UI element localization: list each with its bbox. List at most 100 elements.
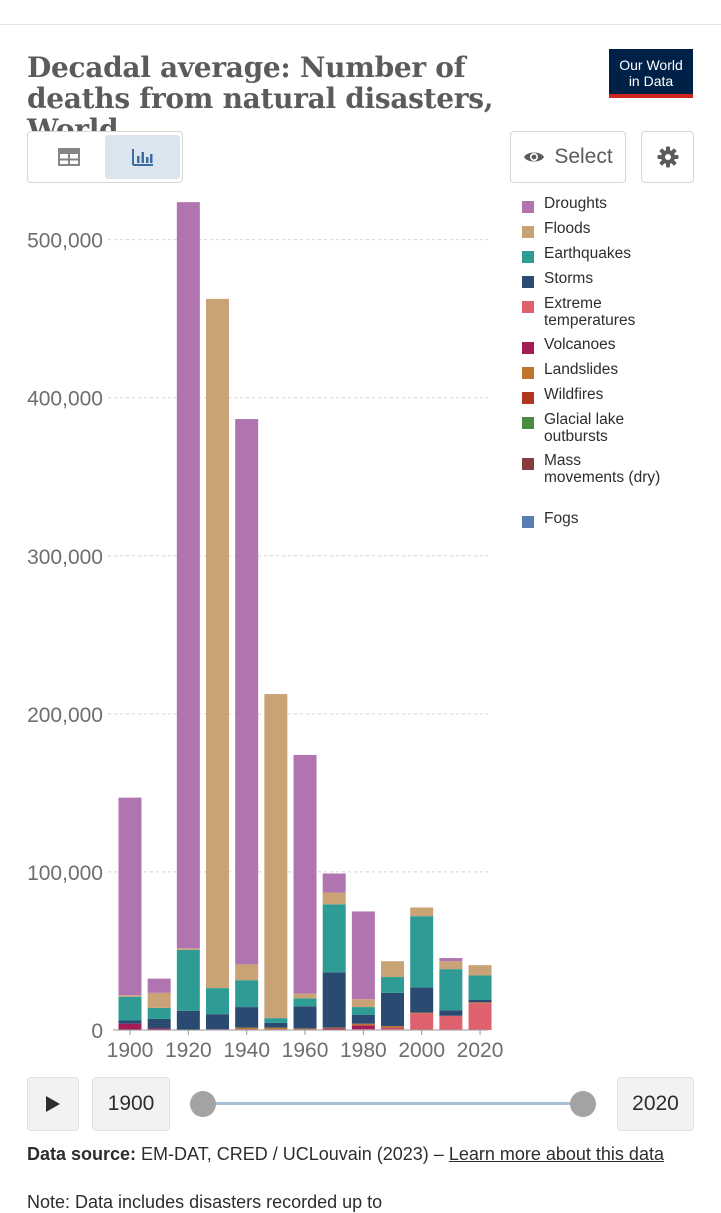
bar-segment xyxy=(352,1007,375,1015)
start-year-box[interactable]: 1900 xyxy=(92,1077,170,1131)
legend-item[interactable]: Floods xyxy=(522,221,664,238)
bar-segment xyxy=(264,1018,287,1023)
legend-label: Floods xyxy=(544,221,664,238)
settings-button[interactable] xyxy=(641,131,694,183)
bar-segment xyxy=(381,993,404,1026)
play-button[interactable] xyxy=(27,1077,79,1131)
legend-item[interactable]: Mass movements (dry) xyxy=(522,453,664,486)
x-tick-label: 2020 xyxy=(457,1039,504,1062)
timeline-controls: 1900 2020 xyxy=(27,1077,694,1131)
bar-segment xyxy=(469,975,492,1000)
bar-segment xyxy=(469,965,492,975)
y-tick-label: 500,000 xyxy=(27,230,103,253)
source-text: EM-DAT, CRED / UCLouvain (2023) – xyxy=(136,1144,449,1164)
bar-segment xyxy=(294,998,317,1006)
bar-segment xyxy=(235,1028,258,1030)
bar-segment xyxy=(323,904,346,972)
bar-segment xyxy=(381,977,404,993)
data-source: Data source: EM-DAT, CRED / UCLouvain (2… xyxy=(27,1143,697,1165)
legend-swatch xyxy=(522,392,534,404)
legend-swatch xyxy=(522,367,534,379)
legend-label: Earthquakes xyxy=(544,246,664,263)
owid-logo[interactable]: Our World in Data xyxy=(609,49,693,98)
bar-segment xyxy=(177,202,200,948)
bar-segment xyxy=(119,798,142,996)
select-label: Select xyxy=(554,145,612,169)
bar-segment xyxy=(323,892,346,904)
legend-swatch xyxy=(522,301,534,313)
x-tick-label: 1960 xyxy=(282,1039,329,1062)
bar-segment xyxy=(381,961,404,977)
bar-segment xyxy=(148,1019,171,1028)
bar-segment xyxy=(177,948,200,950)
bar-segment xyxy=(235,1007,258,1028)
legend-item[interactable]: Glacial lake outbursts xyxy=(522,412,664,445)
end-year-box[interactable]: 2020 xyxy=(617,1077,694,1131)
bar-segment xyxy=(294,1028,317,1029)
legend-item[interactable]: Wildfires xyxy=(522,387,664,404)
legend-swatch xyxy=(522,251,534,263)
logo-line-1: Our World xyxy=(609,57,693,73)
bar-segment xyxy=(264,1028,287,1030)
legend-item[interactable]: Droughts xyxy=(522,196,664,213)
legend-label: Volcanoes xyxy=(544,337,664,354)
bar-segment xyxy=(294,755,317,994)
bar-segment xyxy=(439,969,462,1010)
stacked-bar-chart: 0100,000200,000300,000400,000500,0001900… xyxy=(0,190,520,1070)
bar-segment xyxy=(294,1006,317,1028)
bar-segment xyxy=(439,961,462,969)
bar-segment xyxy=(469,1003,492,1030)
table-icon xyxy=(58,148,80,166)
logo-line-2: in Data xyxy=(609,73,693,89)
bar-segment xyxy=(264,694,287,1018)
legend-swatch xyxy=(522,417,534,429)
legend-item[interactable]: Volcanoes xyxy=(522,337,664,354)
timeline-start-handle[interactable] xyxy=(190,1091,216,1117)
bar-chart-icon xyxy=(132,148,154,166)
legend-item[interactable]: Earthquakes xyxy=(522,246,664,263)
y-tick-label: 100,000 xyxy=(27,862,103,885)
bar-segment xyxy=(235,980,258,1007)
timeline-end-handle[interactable] xyxy=(570,1091,596,1117)
legend-swatch xyxy=(522,458,534,470)
legend-label: Wildfires xyxy=(544,387,664,404)
bar-segment xyxy=(264,1023,287,1028)
x-tick-label: 1980 xyxy=(340,1039,387,1062)
chart-view-button[interactable] xyxy=(105,135,180,179)
bar-segment xyxy=(439,1016,462,1030)
view-toggle xyxy=(27,131,183,183)
bar-segment xyxy=(148,979,171,993)
table-view-button[interactable] xyxy=(31,135,106,179)
legend-item[interactable]: Extreme temperatures xyxy=(522,296,664,329)
x-tick-label: 1920 xyxy=(165,1039,212,1062)
y-tick-label: 400,000 xyxy=(27,388,103,411)
legend-swatch xyxy=(522,226,534,238)
legend-item[interactable]: Storms xyxy=(522,271,664,288)
bar-segment xyxy=(119,997,142,1021)
legend-label: Glacial lake outbursts xyxy=(544,412,664,445)
legend-item[interactable]: Landslides xyxy=(522,362,664,379)
bar-segment xyxy=(381,1028,404,1029)
select-entities-button[interactable]: Select xyxy=(510,131,626,183)
learn-more-link[interactable]: Learn more about this data xyxy=(449,1144,664,1164)
top-divider xyxy=(0,24,721,25)
bar-segment xyxy=(352,1025,375,1029)
legend-swatch xyxy=(522,342,534,354)
bar-segment xyxy=(177,1011,200,1030)
bar-segment xyxy=(410,987,433,1012)
timeline-track[interactable] xyxy=(207,1102,587,1105)
legend-label: Extreme temperatures xyxy=(544,296,664,329)
source-label: Data source: xyxy=(27,1144,136,1164)
y-tick-label: 0 xyxy=(91,1020,103,1043)
bar-segment xyxy=(119,1024,142,1030)
bar-segment xyxy=(352,911,375,999)
bar-segment xyxy=(410,1013,433,1014)
bar-segment xyxy=(381,1026,404,1028)
legend-item[interactable]: Fogs xyxy=(522,511,664,528)
bar-segment xyxy=(119,995,142,997)
data-note: Note: Data includes disasters recorded u… xyxy=(27,1192,382,1213)
play-icon xyxy=(45,1095,61,1113)
legend-label: Fogs xyxy=(544,511,664,528)
bar-segment xyxy=(206,1014,229,1029)
bar-segment xyxy=(177,950,200,1011)
